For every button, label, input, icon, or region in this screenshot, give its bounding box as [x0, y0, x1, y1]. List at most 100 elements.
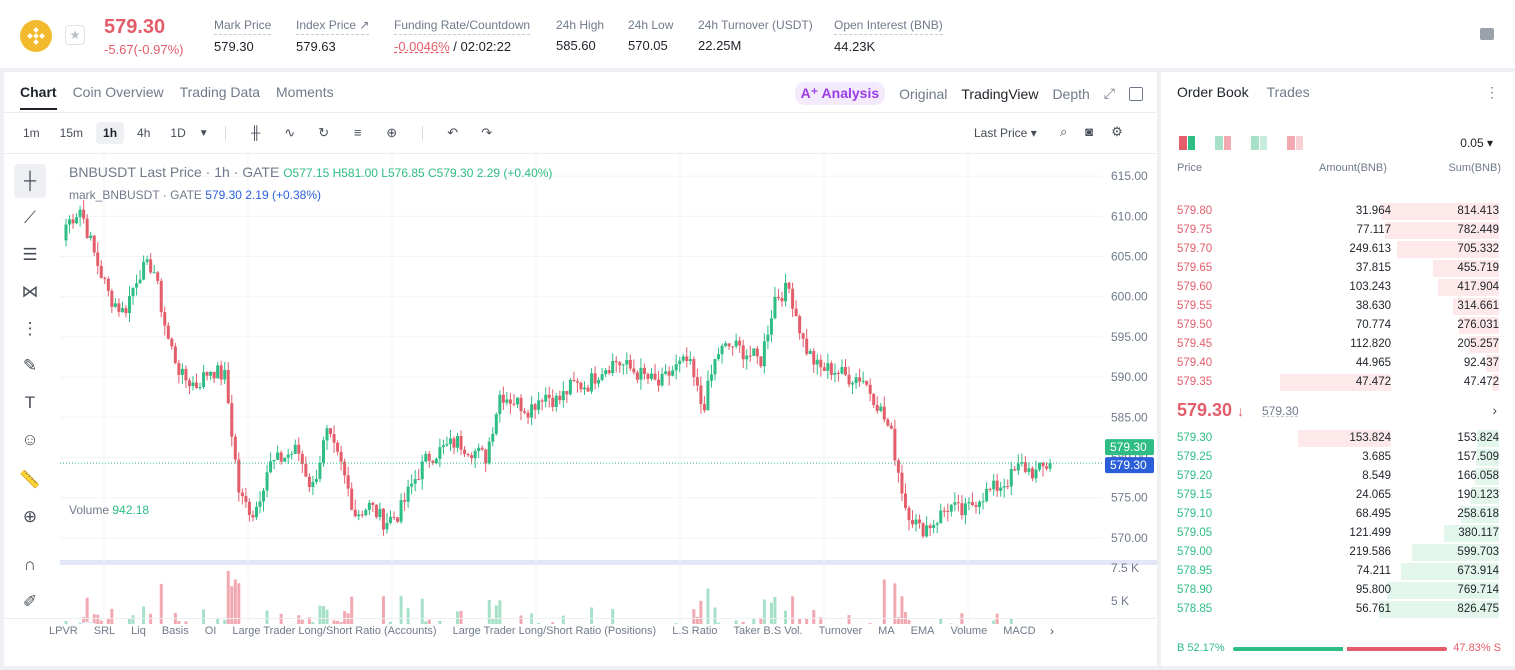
pattern-icon[interactable]: ⋈ [21, 282, 39, 301]
bid-row[interactable]: 578.95 74.211 673.914 [1161, 562, 1515, 581]
indicator-item[interactable]: Taker B.S Vol. [733, 625, 803, 637]
interval-15m[interactable]: 15m [59, 126, 84, 140]
indicator-item[interactable]: Turnover [818, 625, 863, 637]
bids-asks-icon[interactable] [1215, 136, 1231, 150]
tab-order-book[interactable]: Order Book [1177, 84, 1249, 100]
candle-type-icon[interactable]: ╫ [251, 125, 261, 140]
ask-row[interactable]: 579.35 47.472 47.472 [1161, 373, 1515, 392]
tab-tradingview[interactable]: TradingView [961, 85, 1039, 102]
fib-icon[interactable]: ⋮ [21, 319, 39, 338]
indicator-item[interactable]: Volume [950, 625, 988, 637]
tab-trades[interactable]: Trades [1266, 84, 1310, 100]
ask-row[interactable]: 579.40 44.965 92.437 [1161, 354, 1515, 373]
tab-original[interactable]: Original [899, 85, 948, 102]
ask-row[interactable]: 579.50 70.774 276.031 [1161, 316, 1515, 335]
indicator-item[interactable]: Liq [131, 625, 146, 637]
interval-dropdown-icon[interactable]: ▼ [198, 127, 209, 139]
indicator-item[interactable]: EMA [910, 625, 935, 637]
ask-row[interactable]: 579.45 112.820 205.257 [1161, 335, 1515, 354]
candle [1009, 469, 1013, 487]
ask-row[interactable]: 579.80 31.964 814.413 [1161, 202, 1515, 221]
indicator-item[interactable]: LPVR [49, 625, 78, 637]
indicator-item[interactable]: Large Trader Long/Short Ratio (Accounts) [232, 625, 437, 637]
template-icon[interactable]: ≡ [353, 125, 362, 140]
indicator-item[interactable]: MACD [1003, 625, 1036, 637]
chevron-right-icon[interactable]: › [1492, 402, 1497, 418]
horizontal-lines-icon[interactable]: ☰ [22, 245, 38, 264]
interval-4h[interactable]: 4h [137, 126, 151, 140]
tab-trading-data[interactable]: Trading Data [179, 84, 261, 100]
candle [184, 368, 188, 381]
bid-row[interactable]: 579.10 68.495 258.618 [1161, 505, 1515, 524]
external-link-icon[interactable]: ↗ [359, 18, 370, 32]
ask-row[interactable]: 579.55 38.630 314.661 [1161, 297, 1515, 316]
candle [463, 449, 467, 454]
volume-bar [537, 622, 541, 624]
search-icon[interactable]: ⌕ [1060, 124, 1068, 139]
tab-coin-overview[interactable]: Coin Overview [72, 84, 164, 100]
bid-row[interactable]: 579.30 153.824 153.824 [1161, 429, 1515, 448]
expand-icon[interactable]: ⤢ [1103, 85, 1115, 101]
bid-row[interactable]: 578.90 95.800 769.714 [1161, 581, 1515, 600]
favorite-star-icon[interactable]: ★ [65, 25, 85, 45]
chevron-right-icon[interactable]: › [1050, 624, 1054, 638]
crosshair-icon[interactable]: ┼ [14, 164, 46, 198]
bid-row[interactable]: 579.15 24.065 190.123 [1161, 486, 1515, 505]
indicator-item[interactable]: Basis [161, 625, 189, 637]
gear-icon[interactable]: ⚙ [1111, 124, 1123, 139]
order-sum: 92.437 [1463, 357, 1499, 369]
tab-chart[interactable]: Chart [20, 84, 57, 110]
bid-row[interactable]: 579.00 219.586 599.703 [1161, 543, 1515, 562]
tab-moments[interactable]: Moments [276, 84, 334, 100]
magnet-icon[interactable]: ∩ [23, 555, 37, 574]
bid-row[interactable]: 579.20 8.549 166.058 [1161, 467, 1515, 486]
ai-analysis-button[interactable]: A⁺ Analysis [794, 82, 886, 105]
indicator-item[interactable]: MA [878, 625, 895, 637]
indicator-item[interactable]: SRL [93, 625, 116, 637]
tab-depth[interactable]: Depth [1052, 85, 1090, 102]
interval-1h[interactable]: 1h [96, 122, 125, 144]
candle [470, 455, 474, 459]
redo-icon[interactable]: ↷ [481, 125, 493, 140]
both-sides-icon[interactable] [1179, 136, 1195, 150]
undo-icon[interactable]: ↶ [447, 125, 459, 140]
zoom-icon[interactable]: ⊕ [22, 507, 38, 526]
trend-line-icon[interactable]: ⟋ [24, 208, 36, 227]
lock-icon[interactable]: ✐ [22, 592, 38, 611]
bid-row[interactable]: 579.05 121.499 380.117 [1161, 524, 1515, 543]
interval-1d[interactable]: 1D [170, 126, 186, 140]
volume-bar [847, 615, 851, 624]
fullscreen-icon[interactable] [1129, 86, 1143, 101]
candle [791, 288, 795, 309]
brush-icon[interactable]: ✎ [22, 356, 38, 375]
order-price: 579.40 [1177, 357, 1213, 369]
precision-select[interactable]: 0.05 ▾ [1460, 136, 1493, 150]
text-icon[interactable]: T [24, 393, 36, 412]
indicator-item[interactable]: OI [204, 625, 217, 637]
bids-only-icon[interactable] [1251, 136, 1267, 150]
stat-index-price[interactable]: Index Price ↗ 579.63 [296, 18, 370, 54]
bid-row[interactable]: 579.25 3.685 157.509 [1161, 448, 1515, 467]
add-alert-icon[interactable]: ⊕ [386, 125, 398, 140]
price-source-select[interactable]: Last Price ▾ [974, 126, 1037, 140]
indicator-item[interactable]: L.S Ratio [672, 625, 718, 637]
book-icon[interactable] [1480, 28, 1494, 40]
ask-row[interactable]: 579.70 249.613 705.332 [1161, 240, 1515, 259]
pane-separator [60, 560, 1157, 565]
interval-1m[interactable]: 1m [23, 126, 40, 140]
replay-icon[interactable]: ↻ [318, 125, 330, 140]
ruler-icon[interactable]: 📏 [19, 470, 41, 489]
ask-row[interactable]: 579.65 37.815 455.719 [1161, 259, 1515, 278]
asks-only-icon[interactable] [1287, 136, 1303, 150]
camera-icon[interactable]: ◙ [1085, 124, 1094, 139]
bid-row[interactable]: 578.85 56.761 826.475 [1161, 600, 1515, 619]
ask-row[interactable]: 579.75 77.117 782.449 [1161, 221, 1515, 240]
emoji-icon[interactable]: ☺ [21, 430, 39, 449]
indicators-icon[interactable]: ∿ [284, 125, 296, 140]
candle [300, 453, 304, 464]
indicator-item[interactable]: Large Trader Long/Short Ratio (Positions… [452, 625, 657, 637]
candle [290, 453, 294, 455]
ask-row[interactable]: 579.60 103.243 417.904 [1161, 278, 1515, 297]
more-icon[interactable]: ⋮ [1485, 84, 1499, 100]
candlestick-chart[interactable]: 615.00 610.00 605.00 600.00 595.00 590.00 585.… [4, 154, 1157, 624]
